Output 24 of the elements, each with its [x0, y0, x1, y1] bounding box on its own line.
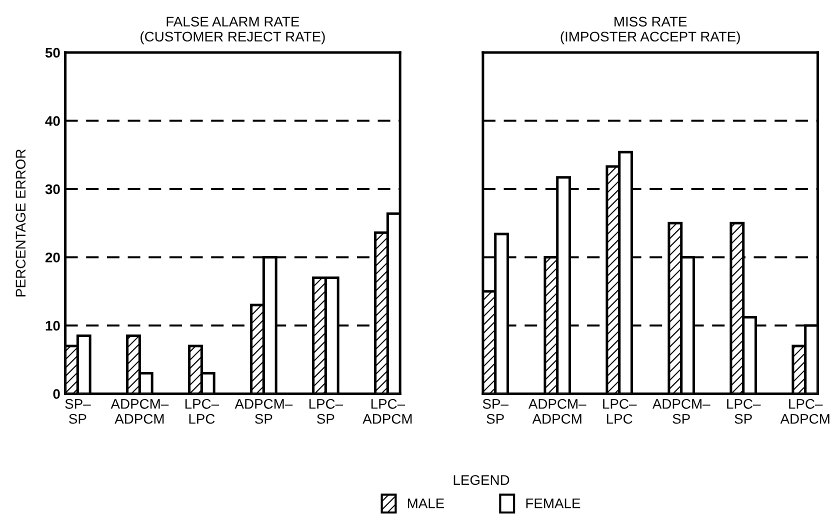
x-tick-label: ADPCM– ADPCM: [110, 398, 169, 424]
x-tick-label: LPC– ADPCM: [362, 398, 412, 424]
y-tick-label: 40: [45, 116, 60, 126]
y-tick-label: 30: [45, 184, 60, 194]
x-tick-label: LPC– LPC: [603, 398, 637, 424]
x-tick-label: SP– SP: [65, 398, 91, 424]
y-tick-label: 0: [53, 389, 60, 399]
chart-title: MISS RATE (IMPOSTER ACCEPT RATE): [560, 16, 740, 44]
legend-title: LEGEND: [454, 475, 510, 485]
x-tick-label: LPC– SP: [727, 398, 761, 424]
chart-title: FALSE ALARM RATE (CUSTOMER REJECT RATE): [140, 16, 325, 44]
x-tick-label: SP– SP: [482, 398, 508, 424]
x-tick-label: ADPCM– SP: [652, 398, 710, 424]
legend-label: FEMALE: [526, 498, 580, 508]
x-tick-label: LPC– SP: [309, 398, 344, 424]
x-tick-label: LPC– LPC: [185, 398, 220, 424]
y-tick-label: 50: [45, 48, 60, 58]
x-tick-label: ADPCM– ADPCM: [528, 398, 586, 424]
y-tick-label: 20: [45, 252, 60, 262]
y-tick-label: 10: [46, 320, 60, 331]
legend-label: MALE: [408, 498, 444, 508]
x-tick-label: LPC– ADPCM: [780, 398, 830, 424]
x-tick-label: ADPCM– SP: [234, 398, 293, 424]
y-axis-title: PERCENTAGE ERROR: [16, 149, 26, 296]
